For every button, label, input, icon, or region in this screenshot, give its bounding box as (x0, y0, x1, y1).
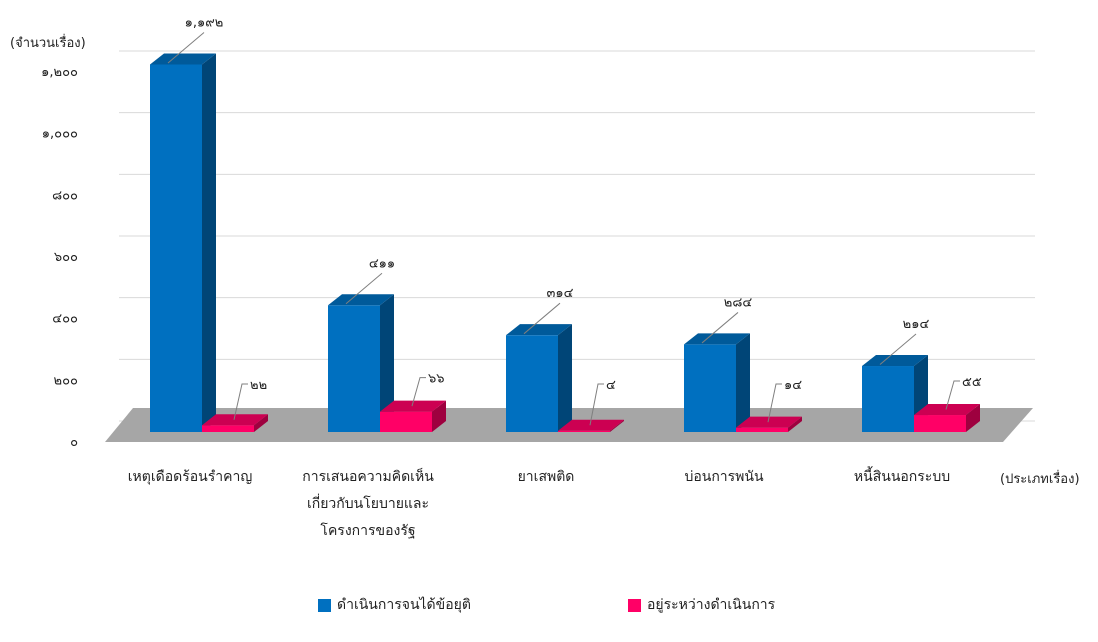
category-labels: เหตุเดือดร้อนรำคาญ การเสนอความคิดเห็นเกี่… (128, 466, 950, 539)
category-label: หนี้สินนอกระบบ (854, 466, 950, 485)
legend-swatch-series-2 (628, 598, 641, 612)
bar-series-1-4-top (684, 333, 750, 345)
y-tick-label: ๖๐๐ (54, 250, 78, 265)
bar-series-1-5-leader (879, 333, 917, 365)
y-tick-label: ๔๐๐ (52, 312, 78, 327)
bar-series-2-4-leader (767, 383, 782, 423)
category-label: บ่อนการพนัน (684, 469, 764, 485)
bar-series-1-4-leader (701, 312, 739, 344)
bar-series-2-4 (736, 416, 802, 432)
bar-series-2-2-leader (411, 377, 426, 407)
bar-series-2-1-side (254, 414, 268, 432)
bar-series-2-1 (202, 414, 268, 432)
bar-series-1-2-top (328, 294, 394, 306)
bar-series-1-3-leader (523, 302, 561, 335)
legend-item-series-1: ดำเนินการจนได้ข้อยุติ (318, 594, 471, 616)
y-tick-label: ๑,๐๐๐ (42, 127, 78, 142)
bar-series-1-1-front (150, 64, 202, 432)
y-tick-label: ๒๐๐ (54, 373, 79, 388)
y-axis-ticks: ๐ ๒๐๐ ๔๐๐ ๖๐๐ ๘๐๐ ๑,๐๐๐ ๑,๒๐๐ (41, 65, 78, 450)
bar-series-1-2-label: ๔๑๑ (369, 256, 395, 271)
bar-series-1-4-front (684, 344, 736, 432)
bar-series-2-5-front (914, 415, 966, 432)
y-tick-label: ๘๐๐ (52, 188, 78, 203)
bar-series-2-5-top (914, 404, 980, 416)
bar-series-2-2-front (380, 411, 432, 432)
bar-series-2-1-top (202, 414, 268, 426)
bar-series-1-5 (862, 355, 928, 432)
bar-series-2-3-top (558, 419, 624, 431)
bar-series-2-3-front (558, 430, 610, 432)
bar-series-2-4-side (788, 416, 802, 432)
category-label: ยาเสพติด (518, 469, 575, 485)
bar-series-1-4 (684, 333, 750, 432)
legend-label-series-1: ดำเนินการจนได้ข้อยุติ (337, 597, 471, 613)
bar-series-2-2-label: ๖๖ (428, 372, 445, 387)
bar-series-2-5-label: ๕๕ (962, 375, 982, 390)
bar-series-2-4-front (736, 427, 788, 432)
legend-label-series-2: อยู่ระหว่างดำเนินการ (647, 597, 776, 613)
bar-series-2-2-side (432, 400, 446, 432)
y-tick-label: ๐ (70, 435, 78, 450)
bar-series-1-3-top (506, 324, 572, 336)
bar-series-1-1-top (150, 53, 216, 65)
gridlines (119, 50, 1035, 422)
bar-series-1-4-label: ๒๘๔ (724, 295, 753, 310)
bar-series-1-2-front (328, 305, 380, 432)
legend-swatch-series-1 (318, 598, 331, 612)
bar-series-1-3-label: ๓๑๔ (547, 286, 574, 301)
bar-series-2-2-top (380, 400, 446, 412)
bar-series-2-5 (914, 404, 980, 432)
bar-series-1-1-label: ๑,๑๙๒ (185, 15, 224, 30)
bar-series-1-3-front (506, 335, 558, 432)
bar-series-1-5-label: ๒๑๔ (903, 317, 930, 332)
category-label: การเสนอความคิดเห็นเกี่ยวกับนโยบายและโครง… (302, 467, 434, 539)
x-axis-title: (ประเภทเรื่อง) (1000, 470, 1080, 487)
category-label: เหตุเดือดร้อนรำคาญ (128, 469, 253, 485)
bar-series-2-5-leader (945, 380, 960, 410)
bar-series-1-5-top (862, 355, 928, 367)
bar-series-1-1-leader (167, 32, 205, 64)
bar-series-2-2 (380, 400, 446, 432)
bar-series-2-3-label: ๔ (606, 378, 616, 393)
bar-series-1-2 (328, 294, 394, 432)
bar-series-2-1-leader (233, 383, 248, 420)
legend-item-series-2: อยู่ระหว่างดำเนินการ (628, 594, 775, 616)
bar-series-2-3 (558, 419, 624, 432)
y-axis-title: (จำนวนเรื่อง) (10, 34, 86, 51)
bar-series-1-3 (506, 324, 572, 432)
bar-series-1-1-side (202, 53, 216, 432)
bar-series-1-2-side (380, 294, 394, 432)
y-tick-label: ๑,๒๐๐ (41, 65, 78, 80)
bars (150, 53, 980, 432)
bar-series-2-1-label: ๒๒ (250, 378, 267, 393)
bar-series-1-5-front (862, 366, 914, 432)
bar-series-2-1-front (202, 425, 254, 432)
bar-series-2-3-leader (589, 383, 604, 426)
bar-series-1-2-leader (345, 272, 383, 305)
bar-series-1-3-side (558, 324, 572, 432)
bar-series-2-3-side (610, 419, 624, 432)
bar-series-2-4-label: ๑๔ (784, 378, 802, 393)
bar-series-1-1 (150, 53, 216, 432)
legend: ดำเนินการจนได้ข้อยุติ อยู่ระหว่างดำเนินก… (0, 594, 1098, 624)
bar-series-2-5-side (966, 404, 980, 432)
bar-series-1-4-side (736, 333, 750, 432)
bar-series-2-4-top (736, 416, 802, 428)
